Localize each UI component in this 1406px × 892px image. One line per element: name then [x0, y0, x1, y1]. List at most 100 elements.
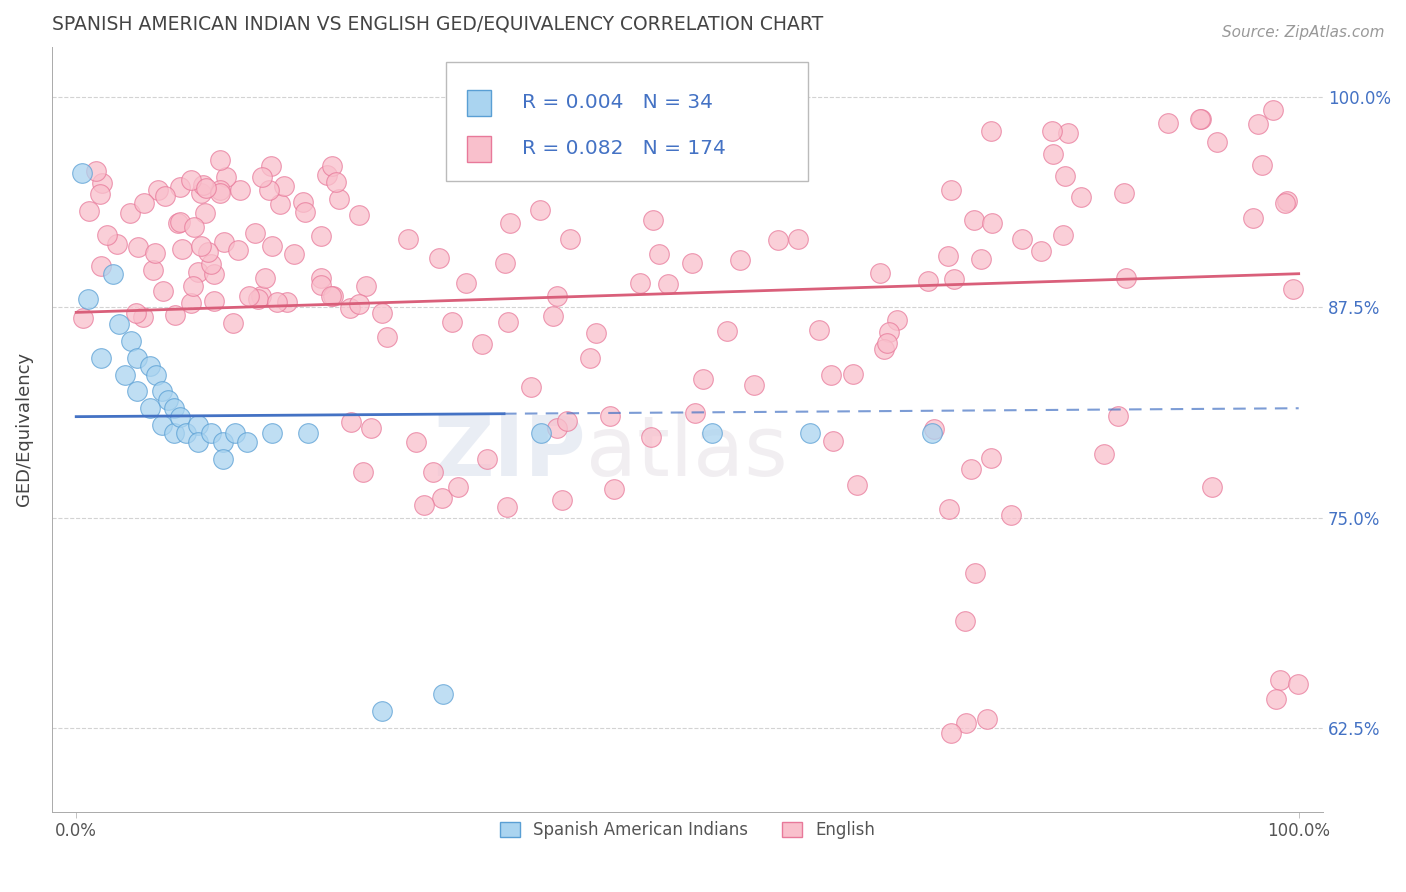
Point — [700, 426, 723, 441]
Point — [820, 368, 842, 383]
Bar — [467, 90, 491, 116]
Text: atlas: atlas — [586, 412, 787, 492]
Point — [339, 301, 361, 316]
Point — [266, 294, 288, 309]
Point — [138, 359, 160, 374]
Point — [169, 180, 191, 194]
Point — [257, 183, 280, 197]
Point — [980, 124, 1002, 138]
Point — [955, 716, 977, 731]
Point — [941, 183, 963, 197]
Point — [169, 409, 191, 424]
Point — [169, 215, 191, 229]
Point — [936, 249, 959, 263]
Point — [96, 227, 118, 242]
Y-axis label: GED/Equivalency: GED/Equivalency — [15, 352, 32, 507]
Point — [1000, 508, 1022, 522]
Point — [422, 465, 444, 479]
Point — [309, 278, 332, 293]
Point — [165, 308, 187, 322]
Point — [142, 262, 165, 277]
Point — [127, 351, 149, 365]
Point — [963, 213, 986, 227]
Point — [291, 194, 314, 209]
Point — [965, 566, 987, 580]
Point — [716, 325, 738, 339]
Point — [1286, 677, 1309, 691]
Point — [786, 232, 808, 246]
Point — [236, 434, 259, 449]
Point — [551, 492, 574, 507]
Point — [250, 289, 273, 303]
Point — [1250, 158, 1272, 172]
Point — [496, 500, 519, 514]
Point — [260, 159, 283, 173]
Point — [72, 166, 94, 180]
Point — [430, 491, 453, 506]
Point — [432, 687, 454, 701]
Point — [799, 426, 821, 441]
Point — [922, 422, 945, 436]
Point — [742, 378, 765, 392]
Point — [127, 384, 149, 399]
Point — [955, 614, 977, 628]
Point — [190, 239, 212, 253]
Point — [471, 337, 494, 351]
Point — [247, 293, 270, 307]
Point — [226, 243, 249, 257]
Point — [208, 186, 231, 200]
Point — [180, 173, 202, 187]
Point — [1057, 126, 1080, 140]
Point — [496, 315, 519, 329]
Point — [1052, 228, 1074, 243]
Point — [114, 368, 136, 382]
Point — [1092, 447, 1115, 461]
Point — [321, 159, 343, 173]
Point — [77, 292, 100, 306]
Point — [89, 186, 111, 201]
Point — [294, 205, 316, 219]
Point — [371, 306, 394, 320]
Point — [163, 426, 186, 441]
Point — [190, 186, 212, 201]
Point — [869, 266, 891, 280]
Point — [72, 311, 94, 326]
Point — [1189, 112, 1212, 126]
Point — [132, 196, 155, 211]
Point — [212, 434, 235, 449]
Point — [174, 426, 197, 441]
Point — [187, 434, 209, 449]
Point — [530, 426, 553, 441]
Point — [1265, 692, 1288, 706]
Point — [1201, 480, 1223, 494]
Point — [876, 335, 898, 350]
Point — [152, 284, 174, 298]
Point — [546, 420, 568, 434]
Point — [120, 334, 142, 348]
Point — [877, 325, 900, 339]
Point — [980, 451, 1002, 466]
Point — [145, 368, 167, 382]
Point — [243, 226, 266, 240]
Point — [942, 272, 965, 286]
Point — [262, 239, 284, 253]
Point — [766, 233, 789, 247]
Point — [585, 326, 607, 340]
Point — [194, 206, 217, 220]
Point — [183, 220, 205, 235]
Point — [138, 401, 160, 416]
Point — [297, 426, 319, 441]
Point — [681, 256, 703, 270]
Point — [328, 193, 350, 207]
Text: R = 0.082   N = 174: R = 0.082 N = 174 — [522, 139, 725, 158]
Point — [1189, 112, 1212, 126]
Point — [555, 414, 578, 428]
Point — [808, 323, 831, 337]
Point — [520, 379, 543, 393]
Point — [1206, 136, 1229, 150]
Point — [224, 426, 246, 441]
Point — [494, 256, 516, 270]
Point — [938, 502, 960, 516]
Point — [728, 253, 751, 268]
Text: ZIP: ZIP — [433, 412, 586, 492]
